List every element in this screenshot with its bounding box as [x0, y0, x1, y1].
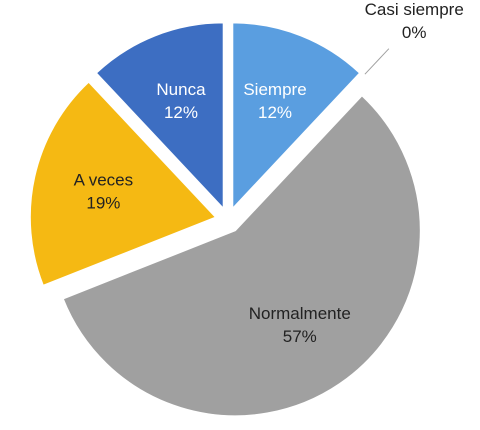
slice-label: Normalmente — [249, 304, 351, 323]
slice-value-label: 12% — [258, 103, 292, 122]
slice-value-label: 57% — [283, 327, 317, 346]
pie-slice — [29, 81, 217, 286]
pie-slice — [232, 22, 361, 210]
leader-line — [364, 48, 390, 75]
slice-label: Casi siempre — [365, 0, 464, 19]
slice-label: Siempre — [243, 80, 306, 99]
slice-label: Nunca — [156, 80, 206, 99]
slice-value-label: 0% — [402, 23, 427, 42]
pie-slice — [62, 95, 421, 417]
slice-value-label: 12% — [164, 103, 198, 122]
pie-slice — [95, 22, 224, 210]
pie-slice — [236, 75, 364, 211]
slice-value-label: 19% — [86, 194, 120, 213]
slice-label: A veces — [74, 171, 134, 190]
